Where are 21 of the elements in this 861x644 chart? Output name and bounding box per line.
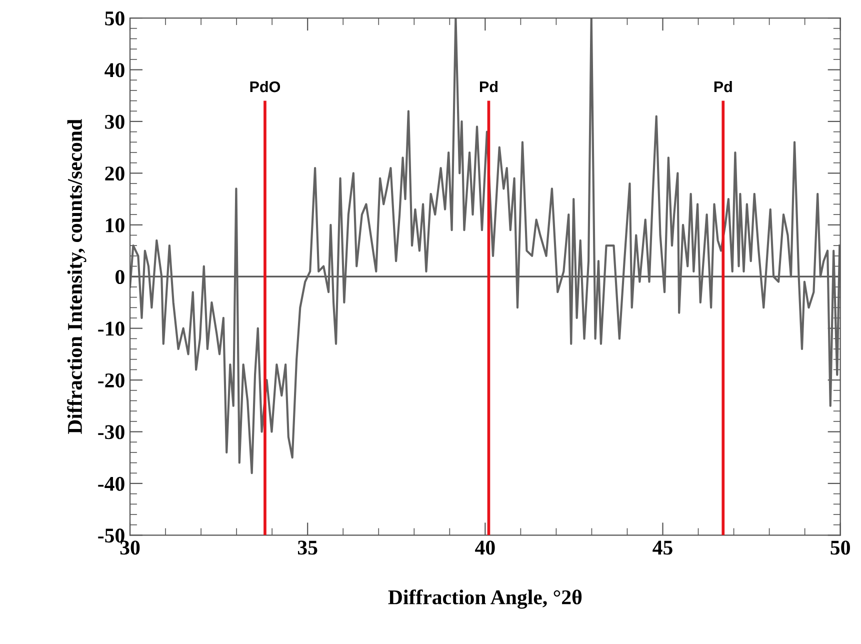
x-tick-label: 40 xyxy=(475,540,495,555)
y-tick-label: -20 xyxy=(98,373,124,388)
y-tick-label: 30 xyxy=(105,114,124,129)
y-tick-label: -50 xyxy=(98,528,124,543)
annotation: PdO xyxy=(250,80,280,92)
y-tick-label: 20 xyxy=(105,166,124,181)
annotation: Pd xyxy=(714,80,732,92)
y-tick-label: 0 xyxy=(116,270,124,284)
y-tick-label: 50 xyxy=(105,11,124,26)
y-tick-label: 40 xyxy=(104,63,124,78)
x-tick-label: 35 xyxy=(298,540,318,555)
annotation: Pd xyxy=(480,80,498,92)
y-tick-label: -40 xyxy=(98,476,124,491)
y-tick-label: -10 xyxy=(98,322,124,336)
x-tick-label: 45 xyxy=(652,540,672,555)
x-tick-label: 30 xyxy=(120,540,140,555)
x-tick-label: 50 xyxy=(830,540,850,555)
y-tick-label: -30 xyxy=(98,425,124,440)
x-axis-title: Diffraction Angle, °2θ xyxy=(388,589,582,609)
y-tick-label: 10 xyxy=(106,218,124,232)
y-axis-title: Diffraction Intensity, counts/second xyxy=(67,119,86,434)
